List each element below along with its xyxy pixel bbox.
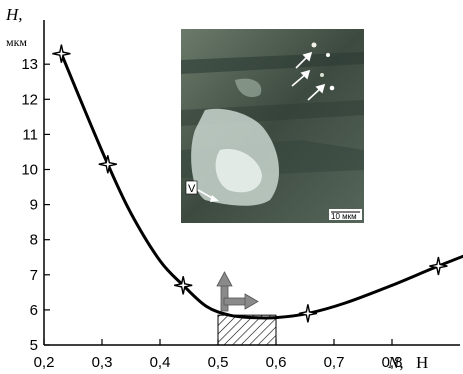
direction-arrows-icon bbox=[216, 271, 259, 312]
data-point-star bbox=[52, 44, 71, 63]
data-points bbox=[52, 44, 448, 323]
y-tick-label: 12 bbox=[21, 91, 38, 108]
y-tick-label: 9 bbox=[30, 197, 38, 214]
x-tick-label: 0,2 bbox=[34, 354, 55, 371]
x-tick-label: 0,4 bbox=[150, 354, 171, 371]
data-point-star bbox=[429, 256, 448, 276]
x-tick-label: 0,7 bbox=[324, 354, 345, 371]
x-tick-label: 0,6 bbox=[266, 354, 287, 371]
y-tick-label: 11 bbox=[22, 126, 38, 143]
x-tick-label: 0,3 bbox=[92, 354, 113, 371]
y-tick-label: 5 bbox=[30, 337, 38, 354]
y-axis-unit: мкм bbox=[6, 35, 27, 49]
y-tick-label: 8 bbox=[30, 232, 38, 249]
y-tick-label: 7 bbox=[30, 267, 38, 284]
x-axis-title: N, bbox=[387, 353, 404, 372]
y-ticks: 5 6 7 8 9 10 11 12 13 bbox=[21, 56, 50, 354]
inset-scale-label: 10 мкм bbox=[331, 212, 357, 221]
x-ticks: 0,2 0,3 0,4 0,5 0,6 0,7 0,8 bbox=[34, 339, 403, 371]
y-axis-title: H, bbox=[5, 5, 23, 24]
y-tick-label: 10 bbox=[21, 162, 38, 179]
x-tick-label: 0,8 bbox=[382, 354, 403, 371]
fit-curve bbox=[60, 53, 463, 320]
y-tick-label: 13 bbox=[21, 56, 38, 73]
optimal-range-hatch bbox=[217, 314, 277, 346]
inset-v-label: V bbox=[188, 183, 196, 195]
data-point-star bbox=[298, 304, 318, 323]
inset-micrograph: V 10 мкм bbox=[181, 29, 364, 223]
data-point-star bbox=[174, 276, 193, 295]
data-point-star bbox=[98, 155, 117, 174]
y-tick-label: 6 bbox=[30, 302, 38, 319]
x-axis-unit: Н bbox=[416, 353, 428, 372]
x-tick-label: 0,5 bbox=[208, 354, 229, 371]
